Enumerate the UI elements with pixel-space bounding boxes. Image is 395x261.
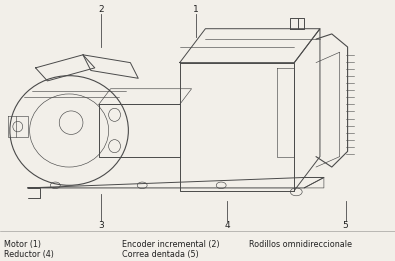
Text: Rodillos omnidireccionale: Rodillos omnidireccionale bbox=[249, 240, 352, 248]
Text: Reductor (4): Reductor (4) bbox=[4, 250, 54, 259]
Text: 2: 2 bbox=[98, 5, 103, 14]
Text: Correa dentada (5): Correa dentada (5) bbox=[122, 250, 199, 259]
Text: 3: 3 bbox=[98, 221, 103, 230]
Text: 1: 1 bbox=[193, 5, 198, 14]
Text: 5: 5 bbox=[343, 221, 348, 230]
Text: Motor (1): Motor (1) bbox=[4, 240, 41, 248]
Text: 4: 4 bbox=[224, 221, 230, 230]
Text: Encoder incremental (2): Encoder incremental (2) bbox=[122, 240, 220, 248]
